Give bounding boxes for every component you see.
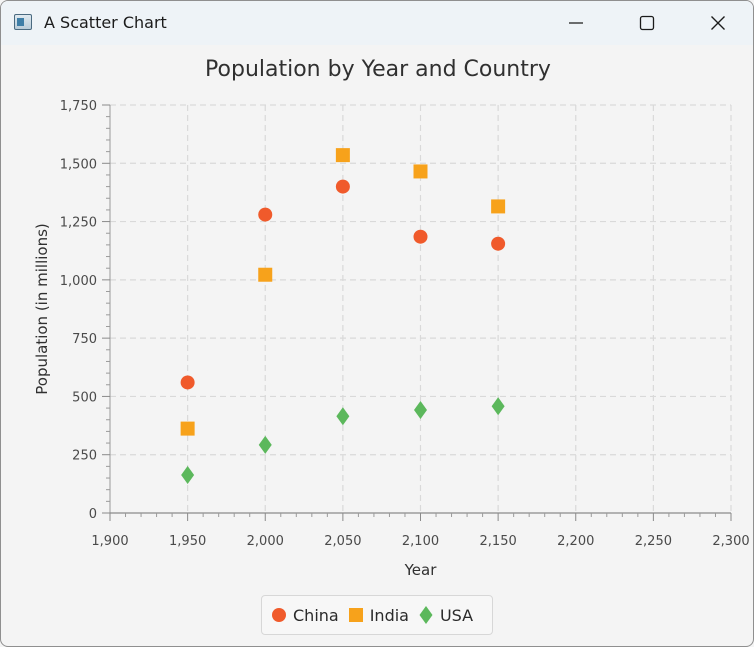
y-axis-title: Population (in millions) xyxy=(33,223,51,395)
x-tick-label: 2,300 xyxy=(712,534,749,549)
china-point xyxy=(413,229,428,244)
axes: 1,900 1,950 2,000 2,050 2,100 2,150 2,200 2,250… xyxy=(60,99,750,549)
usa-point xyxy=(258,435,272,454)
india-point xyxy=(413,164,428,179)
legend-marker-usa xyxy=(419,606,433,624)
china-point xyxy=(335,179,350,194)
india-point xyxy=(491,199,506,214)
usa-point xyxy=(491,397,505,416)
diamond-marker-icon xyxy=(419,606,433,624)
window-title: A Scatter Chart xyxy=(44,13,167,32)
square-marker-icon xyxy=(348,608,363,622)
y-tick-label: 0 xyxy=(89,507,97,522)
legend-item-china: China xyxy=(270,605,339,625)
x-tick-label: 2,100 xyxy=(402,534,439,549)
legend-marker-china xyxy=(272,608,286,622)
y-tick-label: 1,000 xyxy=(60,274,97,289)
y-tick-label: 250 xyxy=(72,449,97,464)
legend-marker-india xyxy=(348,608,363,622)
x-tick-label: 2,050 xyxy=(324,534,361,549)
y-tick-label: 1,500 xyxy=(60,157,97,172)
legend-label: USA xyxy=(439,605,474,625)
minimize-button[interactable] xyxy=(541,1,611,45)
y-tick-label: 1,750 xyxy=(60,99,97,114)
chart-title: Population by Year and Country xyxy=(205,57,551,82)
usa-point xyxy=(414,400,427,419)
close-icon xyxy=(711,16,725,30)
india-point xyxy=(335,148,350,163)
app-window-icon xyxy=(14,14,32,30)
y-tick-label: 1,250 xyxy=(60,216,97,231)
x-tick-label: 2,250 xyxy=(635,534,672,549)
china-point xyxy=(258,207,273,222)
legend-label: India xyxy=(369,605,409,625)
x-tick-label: 2,000 xyxy=(247,534,284,549)
india-point xyxy=(180,421,195,436)
china-point xyxy=(180,375,195,390)
x-tick-label: 2,200 xyxy=(557,534,594,549)
x-tick-label: 1,950 xyxy=(169,534,206,549)
china-point xyxy=(491,236,506,251)
india-point xyxy=(258,267,273,282)
x-axis-title: Year xyxy=(404,561,438,579)
y-tick-label: 500 xyxy=(72,390,97,405)
title-bar[interactable]: A Scatter Chart xyxy=(1,1,753,45)
circle-marker-icon xyxy=(272,608,286,622)
y-tick-label: 750 xyxy=(72,332,97,347)
x-tick-label: 1,900 xyxy=(91,534,128,549)
scatter-plot: 1,900 1,950 2,000 2,050 2,100 2,150 2,200 2,250… xyxy=(33,99,750,579)
legend-label: China xyxy=(293,605,339,625)
close-button[interactable] xyxy=(683,1,753,45)
maximize-button[interactable] xyxy=(612,1,682,45)
data-points xyxy=(180,148,506,484)
minimize-icon xyxy=(569,22,583,24)
maximize-icon xyxy=(639,15,655,31)
x-tick-label: 2,150 xyxy=(480,534,517,549)
legend-item-usa: USA xyxy=(417,605,473,625)
chart-legend: China India USA xyxy=(261,595,493,635)
legend-item-india: India xyxy=(347,605,409,625)
usa-point xyxy=(336,407,350,426)
usa-point xyxy=(181,465,195,484)
